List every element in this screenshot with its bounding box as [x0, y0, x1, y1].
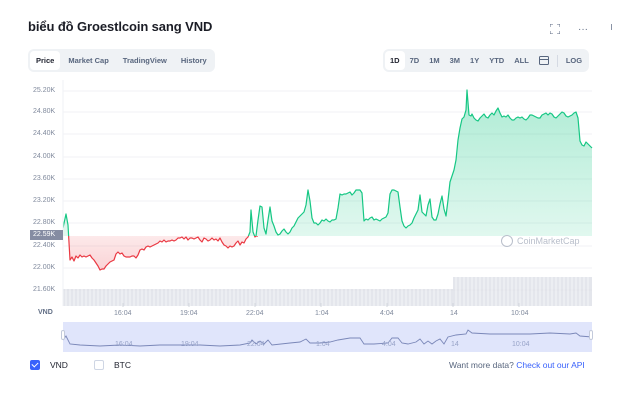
x-tick: 16:04: [114, 310, 132, 317]
coinmarketcap-logo-icon: [501, 235, 513, 247]
y-tick: 23.60K: [33, 175, 56, 182]
btc-checkbox[interactable]: [93, 360, 104, 370]
more-icon[interactable]: ···: [578, 23, 588, 35]
range-all[interactable]: ALL: [514, 56, 529, 65]
x-tick: 19:04: [180, 310, 198, 317]
navigator-tick: 22:04: [247, 341, 265, 348]
api-link[interactable]: Check out our API: [516, 360, 585, 370]
x-tick: 22:04: [246, 310, 264, 317]
x-tick: 1:04: [315, 310, 329, 317]
y-tick: 21.60K: [33, 286, 56, 293]
x-tick: 10:04: [511, 310, 529, 317]
range-7d[interactable]: 7D: [409, 56, 420, 65]
y-tick: 25.20K: [33, 87, 56, 94]
currency-legend: VND BTC: [30, 360, 131, 370]
y-tick: 24.00K: [33, 153, 56, 160]
vnd-label: VND: [50, 360, 68, 370]
tab-history[interactable]: History: [180, 56, 207, 65]
navigator-tick: 16:04: [115, 341, 133, 348]
navigator-tick: 4:04: [382, 341, 396, 348]
chart-type-tabs: Price Market Cap TradingView History: [28, 49, 215, 72]
btc-label: BTC: [113, 360, 131, 370]
y-tick: 23.20K: [33, 197, 56, 204]
range-1m[interactable]: 1M: [429, 56, 440, 65]
navigator-tick: 10:04: [512, 341, 530, 348]
watermark-text: CoinMarketCap: [517, 236, 580, 246]
calendar-icon[interactable]: [538, 56, 549, 65]
range-1d[interactable]: 1D: [385, 51, 405, 70]
divider: [556, 54, 558, 67]
tab-market-cap[interactable]: Market Cap: [68, 56, 109, 65]
coinmarketcap-watermark: CoinMarketCap: [501, 235, 580, 247]
tab-price[interactable]: Price: [30, 51, 61, 70]
time-range-selector: 1D 7D 1M 3M 1Y YTD ALL LOG: [383, 49, 590, 72]
api-prompt-text: Want more data?: [449, 360, 514, 370]
edge-divider: [611, 24, 612, 30]
navigator-right-handle[interactable]: [589, 330, 593, 340]
tab-tradingview[interactable]: TradingView: [122, 56, 167, 65]
log-scale-toggle[interactable]: LOG: [565, 56, 583, 65]
y-tick: 22.40K: [33, 242, 56, 249]
range-ytd[interactable]: YTD: [489, 56, 505, 65]
y-tick: 22.80K: [33, 219, 56, 226]
y-tick: 24.40K: [33, 130, 56, 137]
vnd-checkbox[interactable]: [30, 360, 40, 370]
range-1y[interactable]: 1Y: [470, 56, 480, 65]
range-3m[interactable]: 3M: [449, 56, 461, 65]
navigator-tick: 1:04: [316, 341, 330, 348]
current-price-marker: 22.59K: [30, 230, 63, 240]
navigator-left-handle[interactable]: [61, 330, 65, 340]
x-tick: 14: [450, 310, 458, 317]
x-tick: 4:04: [380, 310, 394, 317]
navigator-tick: 14: [451, 341, 459, 348]
page-title: biểu đồ Groestlcoin sang VND: [28, 19, 213, 34]
axis-currency-label: VND: [38, 309, 53, 316]
y-tick: 24.80K: [33, 108, 56, 115]
range-navigator[interactable]: [63, 322, 592, 352]
y-tick: 22.00K: [33, 264, 56, 271]
api-prompt: Want more data? Check out our API: [449, 360, 585, 370]
navigator-tick: 19:04: [181, 341, 199, 348]
